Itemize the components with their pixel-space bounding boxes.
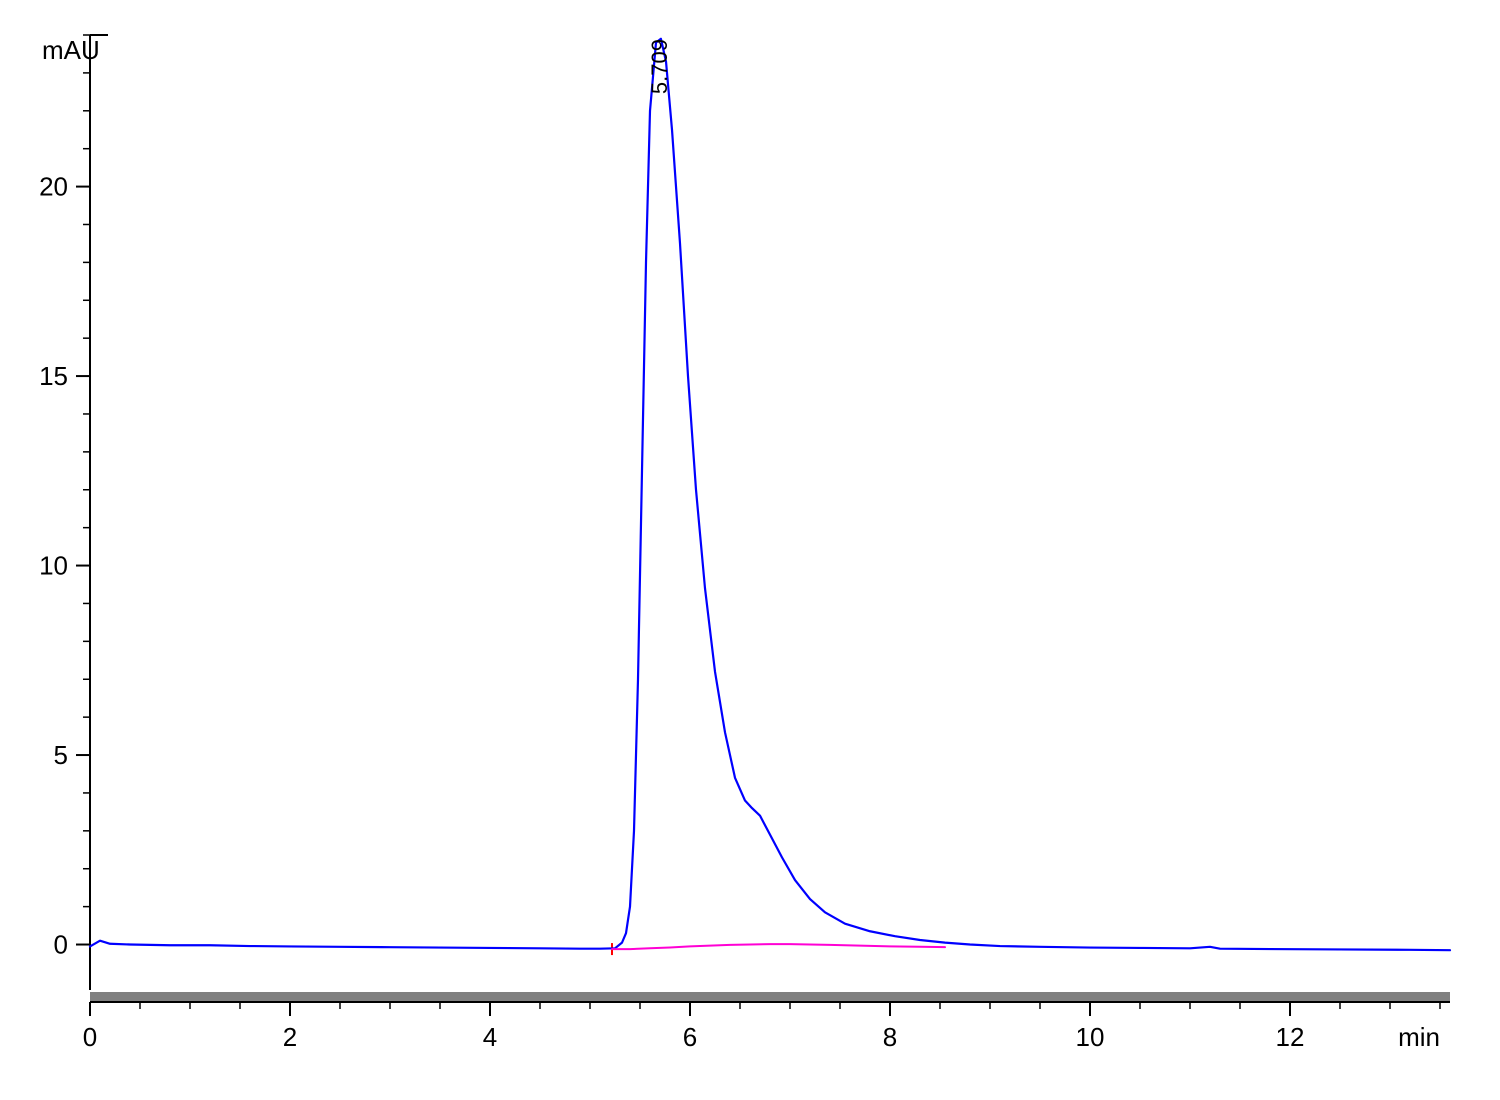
y-tick-label: 15 xyxy=(39,361,68,391)
y-tick-label: 0 xyxy=(54,930,68,960)
y-axis-label: mAU xyxy=(42,35,100,65)
y-tick-label: 20 xyxy=(39,172,68,202)
x-tick-label: 4 xyxy=(483,1022,497,1052)
y-tick-label: 10 xyxy=(39,551,68,581)
chromatogram-chart: 0 5 10 15 20 mAU 0 2 4 6 8 10 12 min 5.709 xyxy=(0,0,1500,1100)
x-tick-label: 12 xyxy=(1276,1022,1305,1052)
x-tick-label: 2 xyxy=(283,1022,297,1052)
x-tick-label: 6 xyxy=(683,1022,697,1052)
x-axis-bar xyxy=(90,992,1450,1002)
x-tick-label: 8 xyxy=(883,1022,897,1052)
x-axis-label: min xyxy=(1398,1022,1440,1052)
x-tick-label: 10 xyxy=(1076,1022,1105,1052)
peak-label: 5.709 xyxy=(647,39,672,94)
chromatogram-svg: 0 5 10 15 20 mAU 0 2 4 6 8 10 12 min 5.709 xyxy=(0,0,1500,1100)
x-tick-label: 0 xyxy=(83,1022,97,1052)
chart-bg xyxy=(0,0,1500,1100)
y-tick-label: 5 xyxy=(54,740,68,770)
